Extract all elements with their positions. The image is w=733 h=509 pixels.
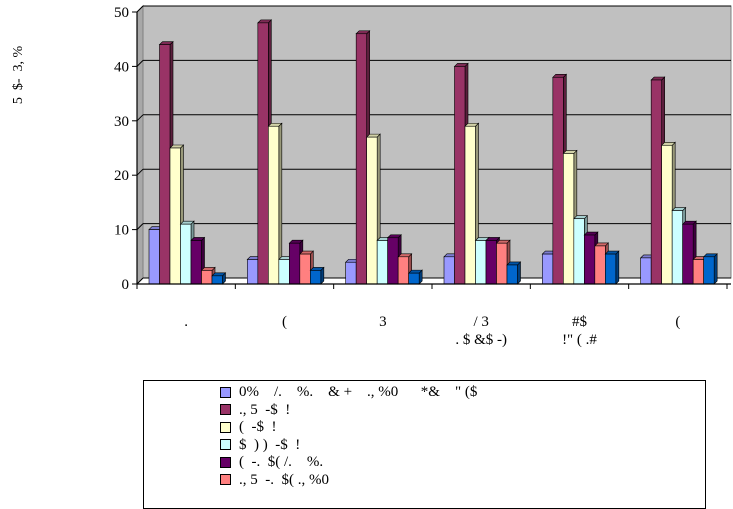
gridline-diag <box>136 223 144 230</box>
grid-lines <box>136 5 731 285</box>
x-tick-labels: . (3 / 3. $ &$ -) #$ !" ( .# ( <box>184 314 680 348</box>
bar <box>407 269 423 285</box>
y-tick-labels: 0 10 20 30 40 50 <box>114 5 129 293</box>
x-tick-label: . <box>184 314 188 330</box>
x-tick-label: 3 <box>379 314 387 330</box>
x-tick-label: #$ !" ( .# <box>562 314 597 348</box>
legend-label: ., 5 -. $( ., %0 <box>239 471 329 488</box>
gridline-diag <box>136 114 144 122</box>
gridline-diag <box>136 168 144 176</box>
legend-item: 0% /. %. & + ., %0 *& " ($ <box>220 384 477 400</box>
legend: 0% /. %. & + ., %0 *& " ($., 5 -$ !( -$ … <box>143 380 706 509</box>
bar <box>309 266 325 285</box>
y-tick-label: 40 <box>114 59 129 75</box>
x-tick-label: ( <box>282 314 287 330</box>
y-tick-label: 50 <box>114 5 129 21</box>
y-tick-label: 30 <box>114 114 129 130</box>
legend-swatch <box>220 386 231 398</box>
legend-label: ( -$ ! <box>239 419 277 435</box>
legend-item: ( -$ ! <box>220 419 277 435</box>
bar <box>211 272 227 285</box>
legend-label: ., 5 -$ ! <box>239 401 291 418</box>
chart: 0 10 20 30 40 50 . (3 / 3. $ &$ -) #$ !" ( .# ( <box>114 4 732 348</box>
legend-swatch <box>220 474 231 485</box>
side-wall <box>136 4 144 286</box>
y-tick-label: 20 <box>114 168 129 184</box>
gridline-diag <box>136 277 144 285</box>
legend-label: 0% /. %. & + ., %0 *& " ($ <box>239 384 478 400</box>
legend-swatch <box>220 456 231 468</box>
chart-walls <box>136 4 732 286</box>
bar <box>702 253 718 285</box>
legend-label: ( -. $( /. %. <box>239 454 324 470</box>
gridline-diag <box>136 5 144 13</box>
bar <box>506 261 522 285</box>
legend-swatch <box>220 404 231 415</box>
axes <box>132 11 731 289</box>
legend-item: ., 5 -. $( ., %0 <box>220 472 329 488</box>
legend-swatch <box>220 439 231 450</box>
bar <box>604 250 620 285</box>
gridline-diag <box>136 60 144 67</box>
legend-swatch <box>220 421 231 433</box>
legend-label: $ ) ) -$ ! <box>239 436 301 453</box>
y-tick-label: 10 <box>114 223 129 239</box>
legend-item: ( -. $( /. %. <box>220 454 323 470</box>
back-wall <box>142 5 732 279</box>
legend-item: $ ) ) -$ ! <box>220 437 300 453</box>
y-tick-label: 0 <box>122 277 130 293</box>
x-tick-label: ( <box>675 314 680 330</box>
y-axis-label: 5 $- 3, % <box>11 45 26 105</box>
x-tick-label: / 3. $ &$ -) <box>455 314 507 348</box>
legend-item: ., 5 -$ ! <box>220 402 290 418</box>
